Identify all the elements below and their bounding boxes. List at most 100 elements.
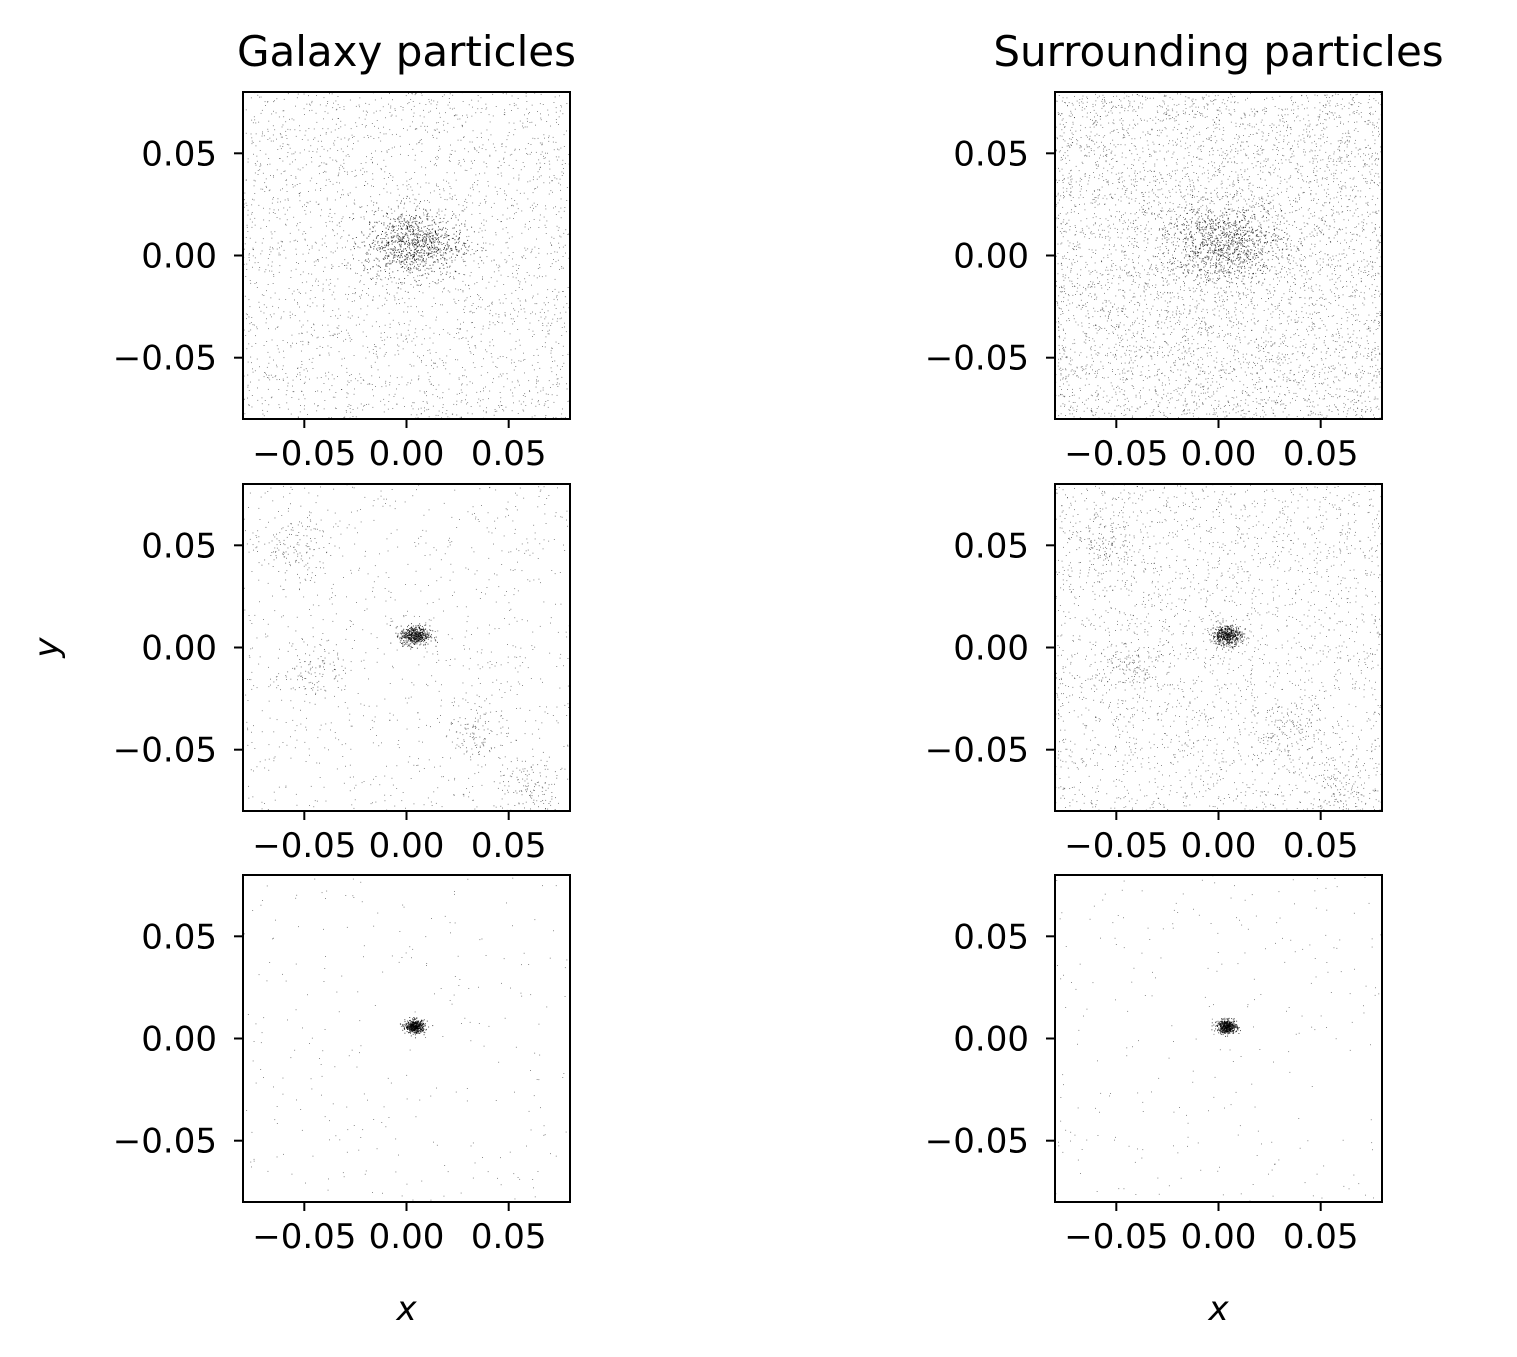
- particle: [349, 99, 351, 101]
- particle: [305, 292, 307, 294]
- particle: [542, 387, 544, 389]
- particle: [1068, 320, 1070, 321]
- particle: [522, 257, 523, 259]
- particle: [444, 237, 446, 239]
- particle: [1115, 161, 1117, 162]
- particle: [425, 167, 427, 169]
- particle: [396, 333, 398, 335]
- particle: [1246, 223, 1248, 224]
- particle: [331, 217, 333, 218]
- particle: [377, 275, 379, 277]
- particle: [370, 196, 372, 198]
- particle: [1357, 190, 1359, 192]
- particle: [1139, 277, 1141, 278]
- particle: [1150, 234, 1152, 235]
- particle: [341, 330, 342, 332]
- particle: [556, 365, 558, 367]
- particle: [1341, 108, 1343, 110]
- particle: [316, 151, 318, 153]
- particle: [278, 254, 280, 256]
- particle: [354, 388, 355, 390]
- particle: [464, 252, 465, 254]
- particle: [469, 381, 471, 383]
- particle: [363, 234, 365, 236]
- particle: [1368, 385, 1370, 387]
- particle: [1227, 161, 1229, 163]
- particle: [441, 210, 443, 212]
- particle: [1340, 280, 1342, 282]
- particle: [422, 401, 424, 402]
- particle: [1156, 322, 1158, 324]
- particle: [446, 355, 448, 357]
- particle: [414, 235, 416, 237]
- particle: [363, 216, 365, 218]
- particle: [469, 347, 470, 349]
- particle: [424, 392, 426, 394]
- particle: [477, 108, 479, 110]
- particle: [424, 233, 426, 235]
- particle: [1283, 135, 1285, 137]
- particle: [519, 384, 520, 386]
- particle: [563, 232, 565, 234]
- particle: [328, 352, 330, 354]
- particle: [451, 256, 452, 258]
- particle: [425, 230, 427, 232]
- particle: [1161, 207, 1163, 209]
- particle: [421, 360, 422, 361]
- particle: [434, 240, 436, 242]
- particle: [422, 246, 424, 248]
- particle: [1212, 124, 1214, 126]
- particle: [1083, 232, 1084, 234]
- particle: [364, 267, 366, 269]
- particle: [1157, 405, 1159, 407]
- particle: [371, 375, 373, 377]
- particle: [451, 237, 453, 239]
- particle: [1298, 249, 1300, 251]
- particle: [1086, 333, 1088, 335]
- particle: [283, 311, 285, 313]
- particle: [423, 391, 425, 393]
- particle: [1216, 195, 1218, 197]
- particle: [443, 120, 445, 122]
- particle: [550, 266, 552, 267]
- particle: [1233, 369, 1235, 371]
- particle: [294, 185, 296, 187]
- particle: [366, 251, 368, 253]
- particle: [298, 291, 300, 293]
- particle: [430, 192, 431, 194]
- particle: [423, 265, 425, 267]
- particle: [266, 341, 268, 342]
- particle: [323, 97, 325, 99]
- particle: [1333, 172, 1335, 174]
- particle: [1258, 129, 1260, 131]
- particle: [402, 266, 404, 268]
- particle: [1102, 197, 1104, 199]
- particle: [257, 174, 259, 175]
- particle: [1288, 268, 1290, 270]
- particle: [1148, 202, 1150, 204]
- particle: [566, 187, 568, 188]
- particle: [377, 209, 379, 211]
- particle: [398, 251, 400, 253]
- particle: [478, 152, 480, 153]
- particle: [292, 161, 293, 163]
- particle: [387, 228, 389, 230]
- particle: [1158, 294, 1160, 296]
- particle: [456, 414, 458, 416]
- particle: [471, 99, 473, 101]
- particle: [1241, 189, 1243, 190]
- particle: [408, 334, 410, 336]
- particle: [1248, 246, 1250, 248]
- particle: [462, 290, 464, 292]
- particle: [1135, 189, 1137, 191]
- particle: [317, 259, 318, 261]
- particle: [253, 199, 255, 201]
- particle: [442, 407, 444, 408]
- particle: [1158, 253, 1159, 254]
- particle: [1251, 200, 1253, 202]
- particle: [1295, 201, 1297, 203]
- particle: [273, 110, 274, 112]
- particle: [1321, 359, 1323, 361]
- particle: [421, 343, 423, 345]
- particle: [319, 345, 321, 347]
